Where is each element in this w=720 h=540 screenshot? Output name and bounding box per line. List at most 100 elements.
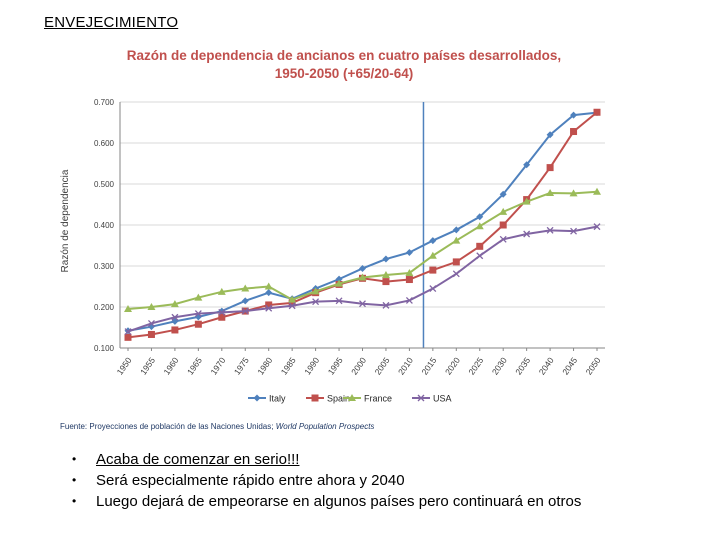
data-point-spain [147, 330, 155, 338]
data-point-france [475, 222, 484, 230]
data-point-france [569, 189, 578, 197]
source-prefix: Fuente: Proyecciones de población de las… [60, 422, 274, 431]
data-point-france [194, 293, 203, 301]
data-point-italy [429, 237, 437, 245]
x-tick-label: 2050 [584, 355, 603, 376]
marker-stroke [194, 310, 202, 318]
x-tick-label: 2010 [396, 355, 415, 376]
data-point-spain [382, 278, 390, 286]
legend-label: Spain [327, 394, 350, 404]
x-tick-label: 1990 [302, 355, 321, 376]
data-point-spain [194, 320, 202, 328]
marker-stroke [593, 223, 601, 231]
data-point-usa [359, 300, 366, 308]
marker-stroke [499, 235, 507, 243]
chart-title-line1: Razón de dependencia de ancianos en cuat… [127, 48, 561, 63]
legend-label: USA [433, 394, 452, 404]
bullet-item: Luego dejará de empeorarse en algunos pa… [70, 491, 581, 512]
data-point-france [381, 271, 390, 279]
data-point-france [452, 236, 461, 244]
series-line-france [127, 190, 598, 311]
bullet-item: Acaba de comenzar en serio!!! [70, 449, 581, 470]
y-tick-label: 0.300 [94, 262, 115, 271]
data-point-france [499, 207, 508, 215]
data-point-italy [476, 213, 484, 221]
data-point-france [593, 187, 601, 195]
data-point-usa [124, 328, 132, 336]
data-point-italy [241, 297, 249, 305]
data-point-italy [546, 131, 554, 139]
data-point-spain [171, 326, 179, 334]
data-point-france [288, 295, 297, 303]
data-point-usa [499, 235, 507, 243]
marker-stroke [335, 297, 343, 305]
data-point-usa [546, 226, 554, 234]
marker-stroke [265, 304, 273, 312]
y-axis-label: Razón de dependencia [60, 169, 71, 272]
data-point-usa [171, 313, 179, 321]
data-point-spain [570, 128, 578, 136]
legend-item-italy: Italy [248, 394, 286, 404]
data-point-france [405, 268, 414, 276]
data-point-italy [265, 289, 273, 297]
x-tick-label: 1975 [232, 355, 251, 376]
data-point-italy [218, 307, 226, 315]
series-group [124, 108, 601, 341]
data-point-france [428, 251, 437, 259]
marker-stroke [288, 302, 296, 310]
x-tick-label: 1970 [208, 355, 227, 376]
x-tick-label: 2045 [560, 355, 579, 376]
marker-stroke [405, 296, 413, 304]
marker-stroke [570, 227, 578, 235]
x-tick-label: 1955 [138, 355, 157, 376]
data-point-italy [452, 226, 460, 234]
data-point-usa [476, 252, 484, 260]
data-point-usa [452, 270, 460, 278]
data-point-usa [570, 227, 578, 235]
data-point-usa [405, 296, 413, 304]
x-tick-label: 2000 [349, 355, 368, 376]
data-point-spain [499, 221, 507, 229]
source-note: Fuente: Proyecciones de población de las… [60, 422, 374, 431]
marker-stroke [476, 252, 484, 260]
marker-stroke [523, 230, 531, 238]
data-point-france [170, 300, 179, 308]
data-point-italy [523, 161, 531, 169]
data-point-usa [593, 223, 601, 231]
legend-item-usa: USA [412, 394, 452, 404]
chart-title-line2: 1950-2050 (+65/20-64) [275, 66, 413, 81]
data-point-italy [335, 275, 343, 283]
data-point-usa [241, 307, 249, 315]
marker-stroke [312, 298, 320, 306]
data-point-usa [147, 319, 155, 327]
marker-stroke [241, 307, 249, 315]
data-point-spain [452, 258, 460, 266]
x-tick-label: 2025 [466, 355, 485, 376]
data-point-spain [405, 276, 413, 284]
data-point-spain [593, 108, 601, 116]
x-tick-label: 1950 [115, 355, 134, 376]
data-point-usa [194, 310, 202, 318]
x-tick-label: 1965 [185, 355, 204, 376]
marker-stroke [171, 313, 179, 321]
data-point-spain [476, 242, 484, 250]
legend-item-spain: Spain [306, 394, 350, 404]
data-point-france [147, 303, 156, 310]
y-tick-label: 0.400 [94, 221, 115, 230]
data-point-italy [382, 255, 390, 263]
data-point-france [358, 273, 367, 281]
data-point-spain [218, 313, 226, 321]
data-point-usa [288, 302, 296, 310]
data-point-italy [359, 264, 366, 272]
data-point-france [311, 287, 320, 295]
legend-marker [417, 394, 425, 402]
data-point-usa [382, 301, 390, 309]
data-point-usa [265, 304, 273, 312]
legend-label: France [364, 394, 392, 404]
data-point-italy [405, 248, 413, 256]
data-point-spain [288, 299, 296, 307]
marker-stroke [382, 301, 390, 309]
series-usa [124, 223, 601, 336]
data-point-usa [218, 308, 226, 316]
